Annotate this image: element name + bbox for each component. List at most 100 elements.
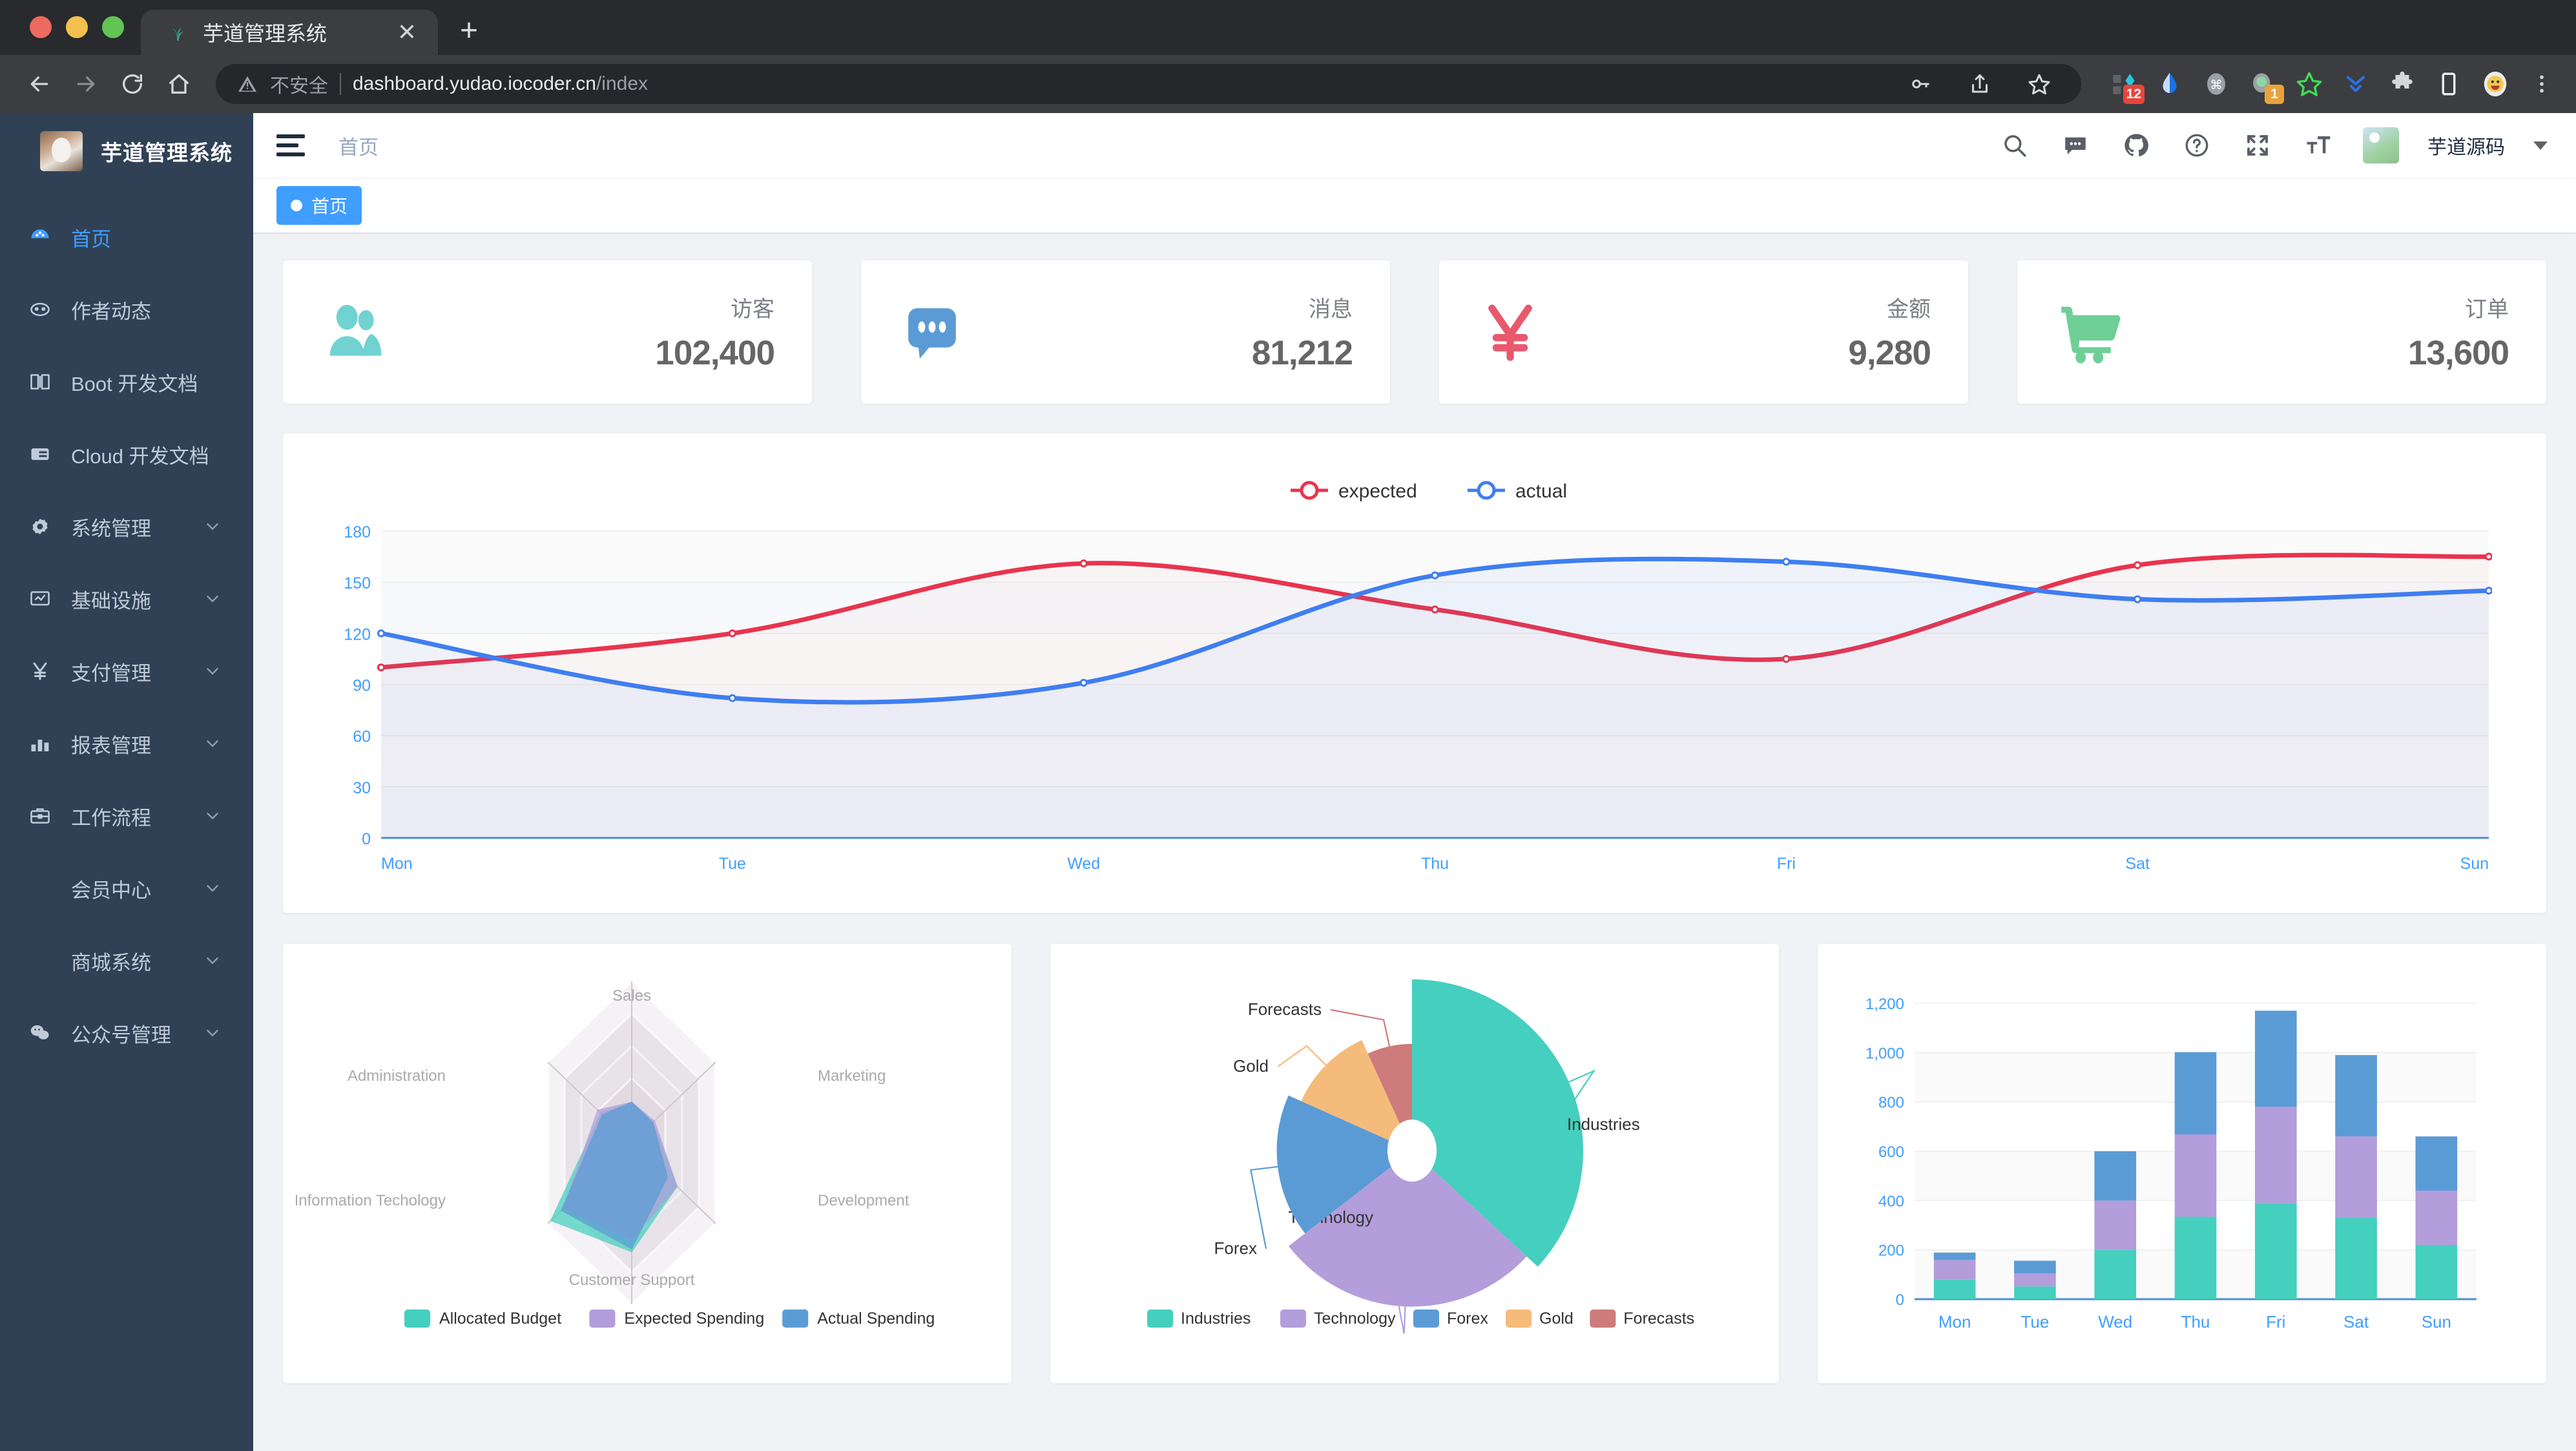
sidebar-item-wechat-mp[interactable]: 公众号管理	[0, 997, 253, 1069]
browser-tab[interactable]: 芋道管理系统 ✕	[141, 10, 438, 55]
extensions-puzzle-icon[interactable]	[2386, 68, 2418, 100]
search-icon[interactable]	[1999, 129, 2031, 162]
url-text: dashboard.yudao.iocoder.cn/index	[353, 73, 648, 95]
omnibox-actions	[1899, 63, 2061, 105]
stat-card-label: 消息	[1309, 297, 1353, 322]
stat-card-value: 102,400	[655, 334, 775, 372]
maximize-window-button[interactable]	[102, 16, 124, 38]
forward-arrow-icon[interactable]	[65, 63, 107, 105]
svg-text:0: 0	[1896, 1291, 1904, 1309]
share-icon[interactable]	[1958, 63, 2001, 105]
sidebar-item-system[interactable]: 系统管理	[0, 490, 253, 563]
sidebar-item-cloud-docs[interactable]: Cloud 开发文档	[0, 418, 253, 490]
close-tab-button[interactable]: ✕	[397, 19, 417, 45]
extension-command-icon[interactable]: ⌘	[2200, 68, 2232, 100]
tag-item-home[interactable]: 首页	[276, 185, 362, 225]
sidebar-item-boot-docs[interactable]: Boot 开发文档	[0, 346, 253, 418]
address-bar[interactable]: 不安全 dashboard.yudao.iocoder.cn/index	[216, 64, 2081, 104]
pie-chart-panel: Industries Technology Forex Gold Forecasts In…	[1050, 944, 1779, 1383]
book-icon	[28, 370, 71, 393]
svg-text:Wed: Wed	[2098, 1312, 2132, 1331]
svg-text:Customer Support: Customer Support	[569, 1271, 695, 1289]
username-label[interactable]: 芋道源码	[2427, 137, 2505, 158]
chevron-down-icon[interactable]	[2533, 141, 2548, 150]
password-key-icon[interactable]	[1899, 63, 1942, 105]
pie-chart[interactable]: Industries Technology Forex Gold Forecasts In…	[1063, 957, 1735, 1368]
sidebar-item-member[interactable]: 会员中心	[0, 852, 253, 924]
not-secure-warning-icon	[236, 73, 258, 95]
avatar[interactable]	[2363, 127, 2399, 163]
extension-droplet-icon[interactable]	[2154, 68, 2186, 100]
browser-menu-icon[interactable]	[2526, 68, 2558, 100]
sidebar-menu: 首页 作者动态 Boot 开发文档	[0, 189, 253, 1451]
stat-card-amount[interactable]: 金额 9,280	[1439, 260, 1968, 404]
sidebar-item-label: 报表管理	[71, 734, 151, 757]
tab-strip: 芋道管理系统 ✕ +	[0, 0, 2576, 55]
svg-text:expected: expected	[1338, 481, 1417, 502]
chevron-down-icon	[202, 516, 223, 538]
bookmark-star-icon[interactable]	[2018, 63, 2061, 105]
new-tab-button[interactable]: +	[460, 14, 479, 48]
tab-title: 芋道管理系统	[203, 22, 327, 45]
sidebar-item-infrastructure[interactable]: 基础设施	[0, 563, 253, 635]
extension-green-dot-icon[interactable]: 1	[2247, 68, 2284, 104]
line-chart[interactable]: 0 30 60 90 120 150 180 Mon Tue Wed Thu Fri Sat Sun exp…	[309, 450, 2492, 903]
cloud-doc-icon	[28, 443, 71, 466]
svg-text:800: 800	[1878, 1094, 1904, 1112]
profile-avatar-icon[interactable]	[2479, 68, 2511, 100]
people-icon	[320, 297, 424, 368]
radar-chart[interactable]: Sales Marketing Development Customer Suppor…	[296, 957, 968, 1368]
url-host: dashboard.yudao.iocoder.cn	[353, 73, 596, 94]
application-root: 芋道管理系统 首页 作者动态	[0, 113, 2576, 1451]
sidebar-item-label: 基础设施	[71, 589, 151, 612]
svg-text:Gold: Gold	[1539, 1310, 1574, 1328]
reload-icon[interactable]	[111, 63, 154, 105]
stat-card-label: 金额	[1887, 297, 1931, 322]
top-navbar-actions: 芋道源码	[1999, 127, 2548, 163]
pie-slice-technology	[1288, 1165, 1527, 1307]
extension-chevrons-down-icon[interactable]	[2340, 68, 2372, 100]
chevron-down-icon	[202, 733, 223, 755]
extension-badge-count: 1	[2265, 85, 2284, 104]
svg-text:Forex: Forex	[1447, 1310, 1488, 1328]
extension-blocks-icon[interactable]: 12	[2107, 68, 2145, 104]
help-icon[interactable]	[2181, 129, 2213, 162]
window-traffic-lights	[19, 16, 141, 55]
stat-card-text: 订单 13,600	[2408, 291, 2509, 373]
brand-block[interactable]: 芋道管理系统	[0, 113, 253, 189]
gear-icon	[28, 515, 71, 538]
fullscreen-icon[interactable]	[2241, 129, 2274, 162]
svg-text:Allocated Budget: Allocated Budget	[439, 1310, 561, 1328]
stat-card-messages[interactable]: 消息 81,212	[861, 260, 1390, 404]
svg-text:Fri: Fri	[1777, 855, 1796, 873]
extension-star-outline-icon[interactable]	[2293, 68, 2325, 100]
sidebar-item-workflow[interactable]: 工作流程	[0, 780, 253, 852]
svg-text:Marketing: Marketing	[818, 1067, 886, 1085]
bar-chart-icon	[28, 732, 71, 755]
sidebar-item-report[interactable]: 报表管理	[0, 707, 253, 780]
stacked-bar-chart[interactable]: 0 200 400 600 800 1,000 1,200 Mon Tue Wed Thu Fri Sa…	[1831, 957, 2502, 1368]
svg-text:Sat: Sat	[2125, 855, 2150, 873]
extension-device-icon[interactable]	[2433, 68, 2465, 100]
breadcrumb[interactable]: 首页	[338, 136, 379, 159]
sidebar-item-dashboard[interactable]: 首页	[0, 201, 253, 273]
radar-chart-panel: Sales Marketing Development Customer Suppor…	[283, 944, 1012, 1383]
svg-text:Gold: Gold	[1233, 1056, 1269, 1076]
grass-icon	[165, 21, 189, 44]
sidebar-item-label: 作者动态	[71, 300, 151, 323]
home-icon[interactable]	[158, 63, 200, 105]
close-window-button[interactable]	[30, 16, 52, 38]
svg-text:Sun: Sun	[2422, 1312, 2451, 1331]
github-icon[interactable]	[2120, 129, 2152, 162]
sidebar-item-payment[interactable]: 支付管理	[0, 635, 253, 707]
stat-card-visitors[interactable]: 访客 102,400	[283, 260, 812, 404]
stat-card-orders[interactable]: 订单 13,600	[2017, 260, 2546, 404]
minimize-window-button[interactable]	[66, 16, 88, 38]
hamburger-icon[interactable]	[276, 127, 313, 163]
chat-icon[interactable]	[2059, 129, 2092, 162]
svg-text:1,000: 1,000	[1865, 1045, 1904, 1062]
back-arrow-icon[interactable]	[18, 63, 61, 105]
sidebar-item-author[interactable]: 作者动态	[0, 273, 253, 346]
sidebar-item-mall[interactable]: 商城系统	[0, 924, 253, 997]
font-size-icon[interactable]	[2302, 129, 2334, 162]
